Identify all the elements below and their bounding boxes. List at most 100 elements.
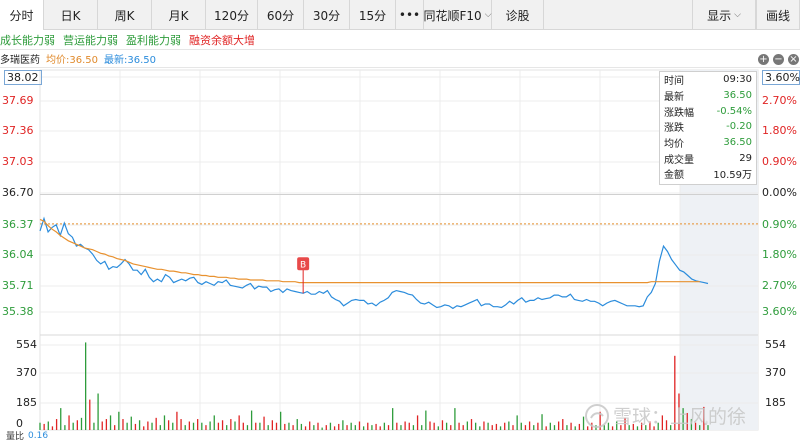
tab-3[interactable]: 月K (152, 0, 206, 30)
tooltip-value: 29 (739, 152, 752, 164)
tooltip-value: 09:30 (723, 74, 752, 86)
right-tab-0[interactable]: 显示 ⌵ (692, 0, 756, 30)
tab-4[interactable]: 120分 (206, 0, 258, 30)
tooltip-key: 涨跌幅 (664, 107, 694, 119)
buy-marker-label: B (300, 260, 306, 270)
toolbar-right: 显示 ⌵ 画线 (692, 0, 800, 30)
chevron-down-icon: ⌵ (484, 10, 492, 20)
plot-frame (39, 69, 759, 431)
tab-5[interactable]: 60分 (258, 0, 304, 30)
tooltip-key: 成交量 (664, 154, 694, 166)
period-toolbar: 分时 日K 周K 月K 120分 60分 30分 15分 ••• 同花顺F10 ⌵ 诊股 显示 ⌵ 画线 (0, 0, 800, 30)
volume-axis-label-right: 185 (765, 396, 786, 409)
pct-axis-label: 0.90% (762, 155, 797, 168)
stock-name: 多瑞医药 (0, 55, 40, 66)
tooltip-row: 金额 10.59万 (660, 166, 756, 182)
chevron-down-icon: ⌵ (734, 10, 741, 20)
tab-label: 诊股 (505, 8, 530, 23)
tooltip-key: 均价 (664, 139, 684, 151)
tab-label: 15分 (358, 8, 387, 23)
tab-10[interactable]: 诊股 (492, 0, 544, 30)
pct-axis-label: 1.80% (762, 124, 797, 137)
watermark-text: 雪球：上风的徐 (613, 406, 747, 428)
volume-footer: 量比 0.16 (0, 430, 800, 442)
tag-bar: 成长能力弱 营运能力弱 盈利能力弱 融资余额大增 (0, 30, 800, 50)
price-axis-label: 37.69 (2, 94, 34, 107)
price-axis-label: 38.02 (4, 70, 42, 85)
tooltip-row: 涨跌幅 -0.54% (660, 103, 756, 119)
tab-8[interactable]: ••• (396, 0, 424, 30)
pct-axis-label: 2.70% (762, 94, 797, 107)
data-tooltip: 时间 09:30 最新 36.50 涨跌幅 -0.54% 涨跌 -0.20 均价 36.50 成交量… (659, 71, 757, 185)
price-axis-label: 36.37 (2, 218, 34, 231)
price-axis-label: 36.70 (2, 186, 34, 199)
volume-axis-label: 554 (16, 338, 37, 351)
last-price-label: 最新:36.50 (104, 55, 156, 66)
tab-label: 120分 (214, 8, 249, 23)
tab-label: 同花顺F10 (423, 8, 482, 23)
close-icon[interactable]: × (788, 54, 799, 65)
pct-axis-label: 1.80% (762, 248, 797, 261)
buy-marker-box (297, 257, 310, 271)
volume-axis-label: 370 (16, 366, 37, 379)
price-axis-label: 35.38 (2, 305, 34, 318)
tooltip-row: 时间 09:30 (660, 72, 756, 88)
tooltip-value: 36.50 (723, 137, 752, 149)
volume-axis-label: 185 (16, 396, 37, 409)
pct-axis-label: 0.00% (762, 186, 797, 199)
tab-label: 月K (168, 8, 189, 23)
tooltip-row: 最新 36.50 (660, 88, 756, 104)
zoom-in-icon[interactable]: + (758, 54, 769, 65)
avg-price-line (39, 218, 700, 284)
price-axis-label: 37.03 (2, 155, 34, 168)
tab-9[interactable]: 同花顺F10 ⌵ (424, 0, 492, 30)
tag-item[interactable]: 融资余额大增 (189, 33, 255, 47)
tooltip-row: 成交量 29 (660, 150, 756, 166)
tab-6[interactable]: 30分 (304, 0, 350, 30)
volume-axis-label-right: 370 (765, 366, 786, 379)
tag-item[interactable]: 盈利能力弱 (126, 33, 181, 47)
tab-7[interactable]: 15分 (350, 0, 396, 30)
avg-price-label: 均价:36.50 (46, 55, 98, 66)
right-tab-label: 画线 (765, 8, 790, 23)
tooltip-row: 涨跌 -0.20 (660, 119, 756, 135)
volume-ratio-label: 量比 (6, 432, 25, 442)
tab-1[interactable]: 日K (44, 0, 98, 30)
zoom-out-icon[interactable]: − (773, 54, 784, 65)
watermark: 雪球：上风的徐 (585, 402, 746, 429)
tooltip-key: 金额 (664, 170, 684, 182)
pct-axis-label: 0.90% (762, 218, 797, 231)
right-tab-label: 显示 (707, 8, 732, 23)
tab-2[interactable]: 周K (98, 0, 152, 30)
tag-item[interactable]: 成长能力弱 (0, 33, 55, 47)
stock-info-bar: 多瑞医药 均价:36.50 最新:36.50 (0, 50, 800, 68)
volume-axis-label-right: 554 (765, 338, 786, 351)
tab-label: 周K (114, 8, 135, 23)
tab-label: 60分 (266, 8, 295, 23)
tooltip-row: 均价 36.50 (660, 135, 756, 151)
tab-label: 30分 (312, 8, 341, 23)
price-axis-label: 36.04 (2, 248, 34, 261)
tab-label: 日K (60, 8, 81, 23)
volume-axis-label: 0 (16, 417, 23, 430)
tooltip-value: 10.59万 (713, 170, 752, 182)
tag-item[interactable]: 营运能力弱 (63, 33, 118, 47)
tooltip-key: 涨跌 (664, 123, 684, 135)
tooltip-key: 时间 (664, 76, 684, 88)
pct-axis-label: 3.60% (762, 70, 800, 85)
tab-label: ••• (398, 8, 421, 22)
price-line (39, 216, 709, 310)
pct-axis-label: 2.70% (762, 279, 797, 292)
tab-label: 分时 (9, 8, 34, 23)
right-tab-1[interactable]: 画线 (756, 0, 800, 30)
tooltip-value: 36.50 (723, 90, 752, 102)
price-axis-label: 35.71 (2, 279, 34, 292)
tooltip-value: -0.54% (716, 105, 752, 117)
tab-0[interactable]: 分时 (0, 0, 44, 30)
tooltip-value: -0.20 (726, 121, 752, 133)
pct-axis-label: 3.60% (762, 305, 797, 318)
snowball-logo-icon (585, 403, 609, 428)
volume-ratio-value: 0.16 (28, 430, 49, 441)
price-axis-label: 37.36 (2, 124, 34, 137)
tooltip-key: 最新 (664, 92, 684, 104)
